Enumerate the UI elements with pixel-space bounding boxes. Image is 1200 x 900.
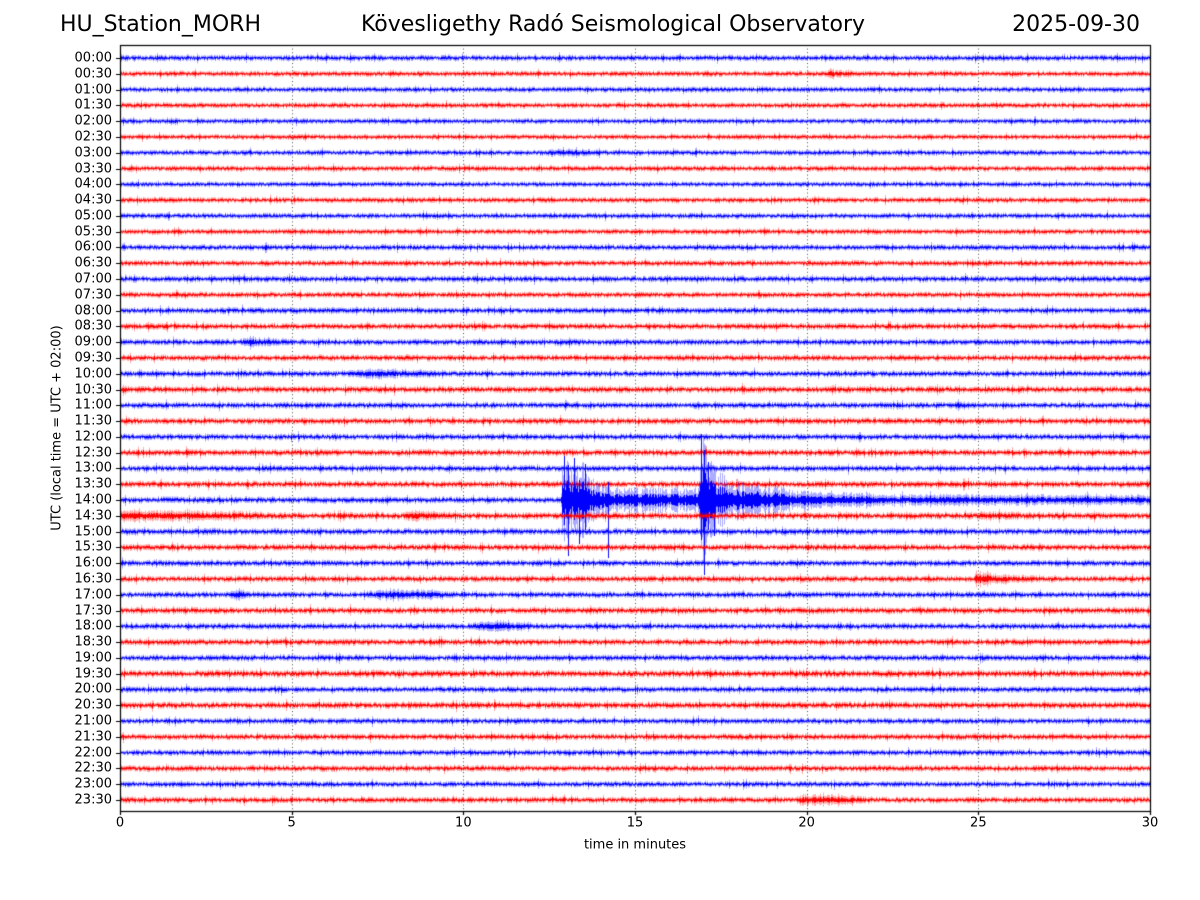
- y-tick-label: 13:00: [74, 460, 112, 476]
- x-tick-label: 5: [287, 815, 296, 831]
- y-tick-label: 03:30: [74, 161, 112, 176]
- y-tick-label: 02:30: [74, 129, 112, 145]
- y-tick-label: 01:00: [74, 82, 112, 98]
- y-tick-label: 17:00: [74, 587, 112, 603]
- x-tick-label: 0: [115, 815, 125, 831]
- y-tick-label: 04:00: [74, 176, 112, 192]
- y-tick-label: 12:30: [74, 445, 112, 461]
- y-tick-label: 18:30: [74, 634, 112, 650]
- x-tick-label: 15: [626, 815, 644, 831]
- y-tick-label: 04:30: [74, 192, 112, 208]
- x-tick-label: 30: [1141, 815, 1159, 831]
- y-tick-label: 19:00: [74, 650, 112, 666]
- y-tick-label: 08:00: [74, 303, 112, 319]
- y-tick-label: 20:30: [74, 697, 112, 713]
- y-tick-label: 23:00: [74, 776, 112, 792]
- x-tick-label: 25: [970, 815, 987, 831]
- y-tick-label: 20:00: [74, 681, 112, 697]
- x-tick-label: 20: [798, 815, 815, 831]
- y-tick-label: 03:00: [74, 145, 112, 161]
- y-tick-label: 00:00: [74, 50, 112, 66]
- y-tick-label: 07:30: [74, 287, 112, 303]
- y-tick-label: 22:00: [74, 745, 112, 761]
- y-tick-label: 01:30: [74, 97, 112, 113]
- y-tick-label: 17:30: [74, 603, 112, 619]
- y-tick-label: 02:00: [74, 113, 112, 129]
- y-tick-label: 09:30: [74, 350, 112, 366]
- y-tick-label: 06:30: [74, 255, 112, 271]
- y-tick-label: 21:00: [74, 713, 112, 729]
- y-tick-label: 13:30: [74, 476, 112, 492]
- x-tick-label: 10: [455, 815, 472, 831]
- y-tick-label: 07:00: [74, 271, 112, 287]
- y-tick-label: 15:00: [74, 524, 112, 540]
- y-tick-label: 14:30: [74, 508, 112, 524]
- y-tick-label: 08:30: [74, 318, 112, 334]
- observatory-title: Kövesligethy Radó Seismological Observat…: [360, 12, 866, 37]
- station-title: HU_Station_MORH: [60, 12, 261, 37]
- date-title: 2025-09-30: [1012, 12, 1140, 37]
- y-tick-label: 16:30: [74, 571, 112, 587]
- y-tick-label: 05:30: [74, 224, 112, 240]
- y-tick-label: 11:00: [74, 397, 112, 413]
- y-tick-label: 19:30: [74, 666, 112, 682]
- y-tick-label: 10:30: [74, 382, 112, 398]
- y-tick-label: 10:00: [74, 366, 112, 382]
- y-tick-label: 15:30: [74, 539, 112, 555]
- y-tick-label: 18:00: [74, 618, 112, 634]
- y-tick-label: 05:00: [74, 208, 112, 224]
- x-axis-label: time in minutes: [583, 837, 687, 853]
- y-tick-label: 06:00: [74, 239, 112, 255]
- y-tick-label: 21:30: [74, 729, 112, 745]
- y-tick-label: 00:30: [74, 66, 112, 82]
- y-tick-label: 09:00: [74, 334, 112, 350]
- y-tick-label: 14:00: [74, 492, 112, 508]
- y-tick-label: 11:30: [74, 413, 112, 429]
- y-tick-label: 23:30: [74, 792, 112, 808]
- y-tick-label: 16:00: [74, 555, 112, 571]
- y-tick-label: 12:00: [74, 429, 112, 445]
- y-tick-label: 22:30: [74, 760, 112, 776]
